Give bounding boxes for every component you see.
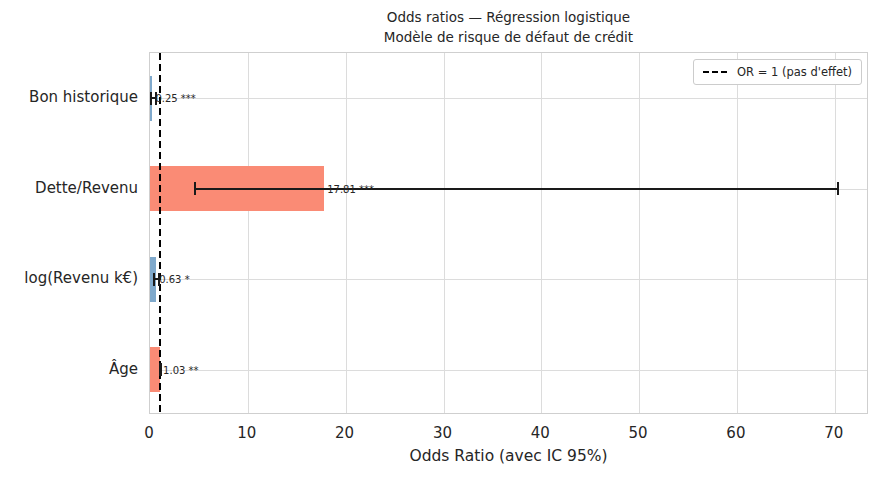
gridline-horizontal (150, 370, 867, 371)
bar-value-label: 17.81 *** (327, 183, 374, 194)
gridline-horizontal (150, 279, 867, 280)
y-tick-label: Âge (0, 358, 138, 380)
gridline-vertical (248, 53, 249, 413)
y-tick-label: Dette/Revenu (0, 177, 138, 199)
chart-subtitle: Modèle de risque de défaut de crédit (149, 29, 868, 45)
gridline-horizontal (150, 98, 867, 99)
errorbar-cap (837, 182, 839, 195)
x-tick-label: 70 (809, 424, 859, 442)
x-tick-label: 30 (418, 424, 468, 442)
gridline-vertical (737, 53, 738, 413)
errorbar-cap (153, 273, 155, 286)
x-tick-label: 60 (711, 424, 761, 442)
errorbar-line (195, 188, 838, 190)
y-tick-label: Bon historique (0, 86, 138, 108)
x-axis-label: Odds Ratio (avec IC 95%) (149, 447, 868, 465)
x-tick-label: 0 (124, 424, 174, 442)
gridline-vertical (444, 53, 445, 413)
x-tick-label: 20 (320, 424, 370, 442)
x-tick-label: 10 (222, 424, 272, 442)
gridline-vertical (346, 53, 347, 413)
x-tick-label: 40 (515, 424, 565, 442)
plot-area: OR = 1 (pas d'effet) 0.25 *** 17.81 *** 0.… (149, 52, 868, 414)
dashed-line-icon (703, 71, 729, 73)
chart-title: Odds ratios — Régression logistique (149, 9, 868, 25)
gridline-vertical (835, 53, 836, 413)
errorbar-cap (150, 92, 152, 105)
x-tick-label: 50 (613, 424, 663, 442)
y-tick-label: log(Revenu k€) (0, 267, 138, 289)
reference-line (159, 53, 161, 413)
bar-value-label: 1.03 ** (163, 364, 198, 375)
legend-label: OR = 1 (pas d'effet) (737, 65, 852, 79)
figure: Odds ratios — Régression logistique Modè… (0, 0, 880, 480)
errorbar-cap (160, 363, 162, 376)
errorbar-cap (194, 182, 196, 195)
bar-value-label: 0.25 *** (155, 93, 195, 104)
bar-value-label: 0.63 * (159, 274, 189, 285)
gridline-vertical (639, 53, 640, 413)
legend: OR = 1 (pas d'effet) (693, 59, 862, 85)
gridline-vertical (541, 53, 542, 413)
